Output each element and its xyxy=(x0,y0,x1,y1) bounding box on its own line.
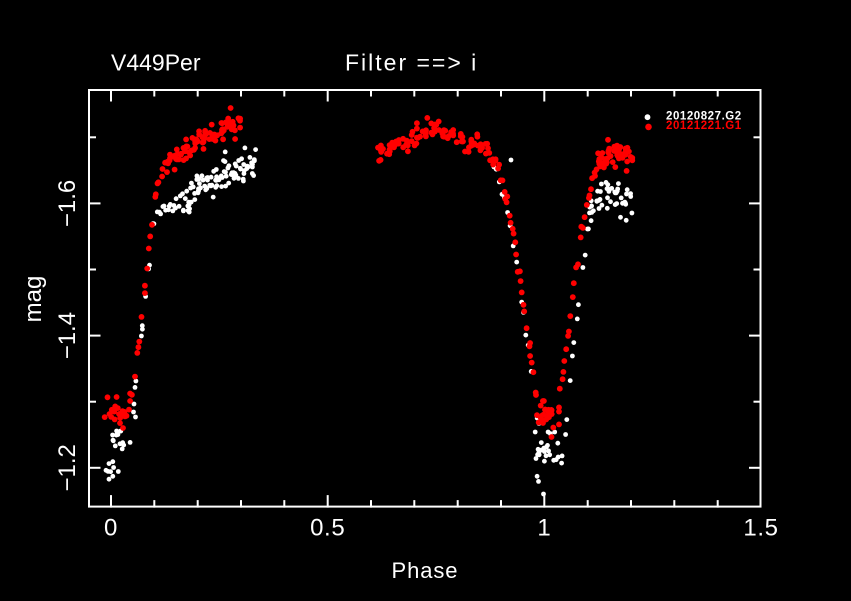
svg-text:Filter ==> i: Filter ==> i xyxy=(345,50,478,76)
svg-text:Phase: Phase xyxy=(392,558,459,583)
svg-text:−1.6: −1.6 xyxy=(54,180,81,227)
svg-text:1: 1 xyxy=(537,514,551,541)
svg-text:20121221.G1: 20121221.G1 xyxy=(666,120,742,132)
svg-text:−1.4: −1.4 xyxy=(54,312,81,359)
svg-text:0: 0 xyxy=(104,514,118,541)
svg-text:0.5: 0.5 xyxy=(310,514,345,541)
svg-text:1.5: 1.5 xyxy=(743,514,778,541)
svg-text:−1.2: −1.2 xyxy=(54,444,81,491)
svg-text:20120827.G2: 20120827.G2 xyxy=(666,110,742,122)
svg-text:V449Per: V449Per xyxy=(111,50,201,76)
svg-text:mag: mag xyxy=(20,276,47,323)
